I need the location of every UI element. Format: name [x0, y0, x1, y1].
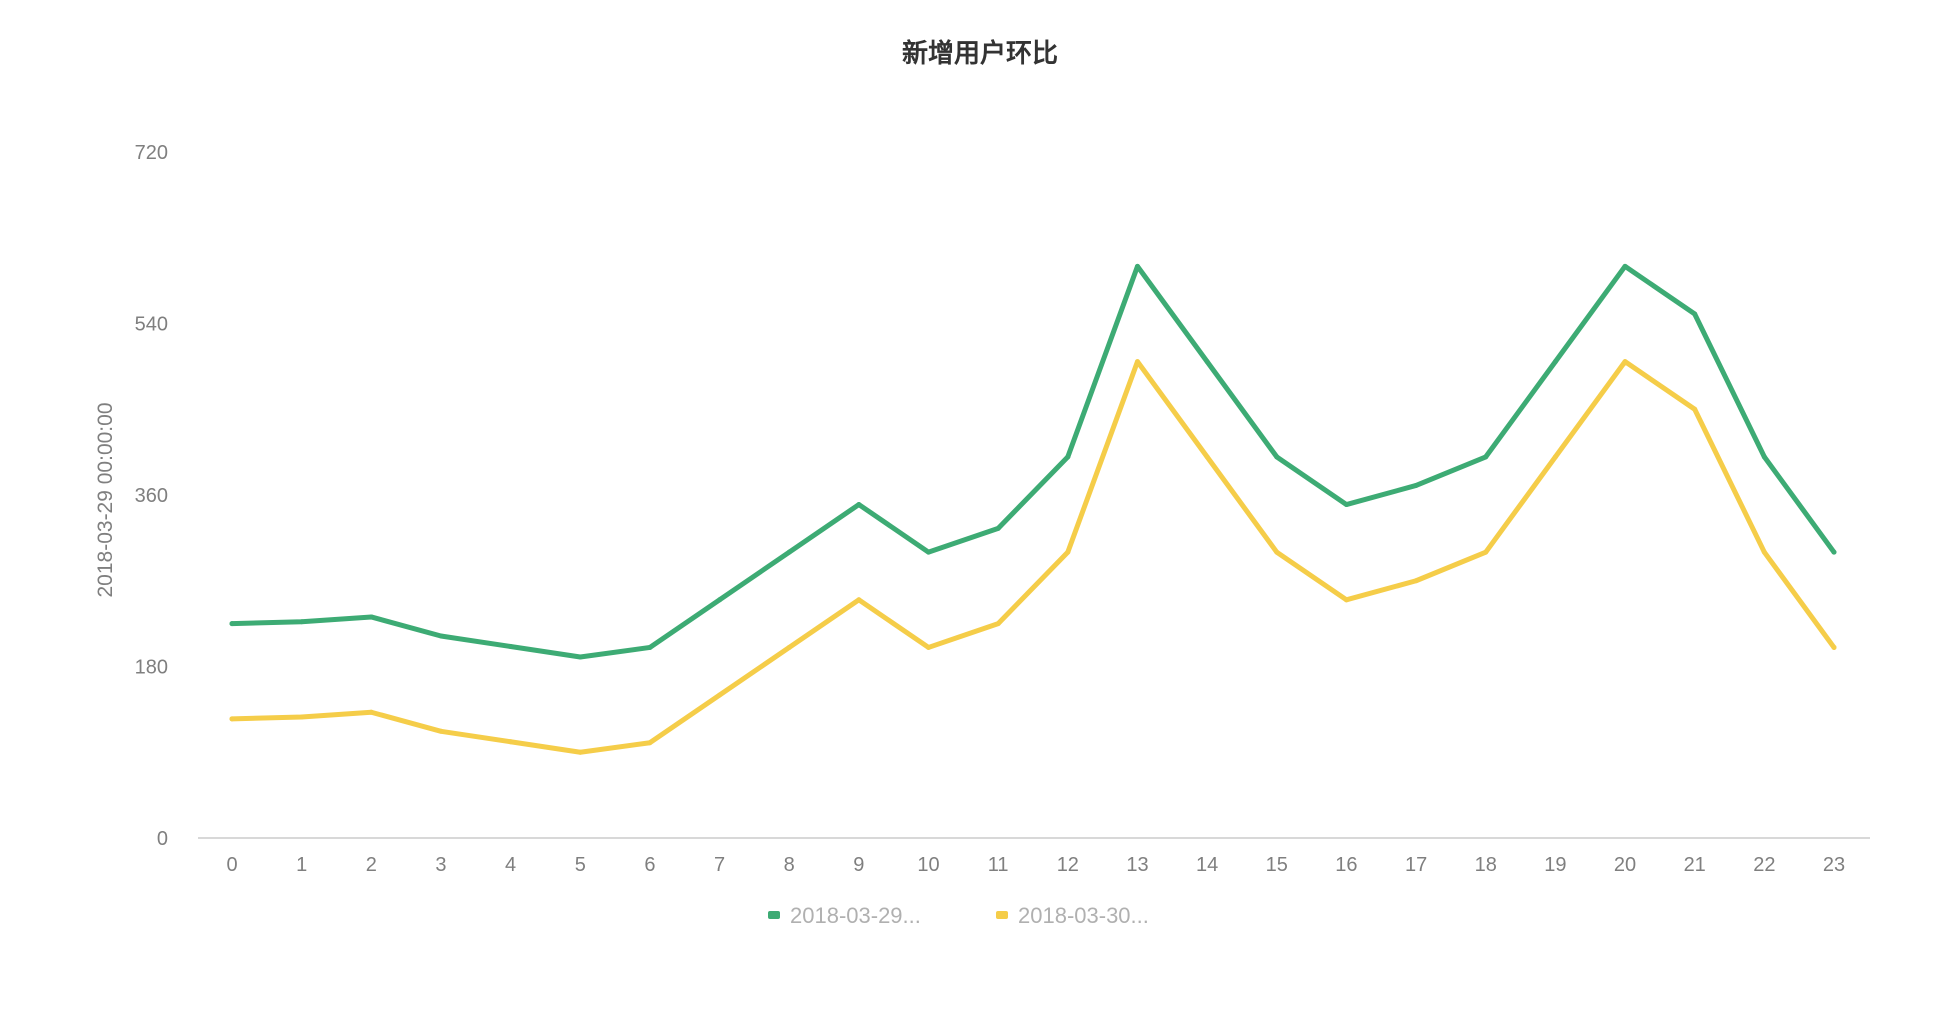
data-point — [1065, 454, 1071, 460]
y-tick-label: 540 — [135, 314, 168, 336]
data-point — [438, 728, 444, 734]
x-tick-label: 20 — [1614, 854, 1636, 876]
x-tick-label: 13 — [1126, 854, 1148, 876]
y-tick-label: 360 — [135, 485, 168, 507]
x-tick-label: 14 — [1196, 854, 1218, 876]
data-point — [508, 739, 514, 745]
data-point — [577, 654, 583, 660]
x-tick-label: 10 — [917, 854, 939, 876]
legend-swatch — [768, 911, 780, 919]
data-point — [229, 621, 235, 627]
data-point — [1692, 406, 1698, 412]
data-point — [647, 740, 653, 746]
x-tick-label: 16 — [1335, 854, 1357, 876]
data-point — [368, 709, 374, 715]
data-point — [647, 644, 653, 650]
x-tick-label: 21 — [1684, 854, 1706, 876]
data-point — [1274, 549, 1280, 555]
data-point — [438, 633, 444, 639]
x-tick-label: 22 — [1753, 854, 1775, 876]
data-point — [1413, 482, 1419, 488]
x-tick-label: 9 — [853, 854, 864, 876]
data-point — [1622, 263, 1628, 269]
legend-swatch — [996, 911, 1008, 919]
x-tick-label: 12 — [1057, 854, 1079, 876]
data-point — [1622, 359, 1628, 365]
data-point — [1483, 454, 1489, 460]
x-tick-label: 11 — [988, 854, 1009, 876]
y-tick-label: 180 — [135, 657, 168, 679]
data-point — [1831, 644, 1837, 650]
x-tick-label: 7 — [714, 854, 725, 876]
y-tick-label: 720 — [135, 142, 168, 164]
x-tick-label: 6 — [644, 854, 655, 876]
data-point — [508, 643, 514, 649]
data-point — [1274, 454, 1280, 460]
y-tick-label: 0 — [157, 828, 168, 850]
data-point — [926, 549, 932, 555]
x-tick-label: 3 — [435, 854, 446, 876]
data-point — [1761, 454, 1767, 460]
data-point — [299, 714, 305, 720]
data-point — [1065, 549, 1071, 555]
series-lines — [229, 263, 1837, 755]
legend-label: 2018-03-30... — [1018, 903, 1149, 928]
data-point — [1831, 549, 1837, 555]
data-point — [229, 716, 235, 722]
x-tick-label: 0 — [226, 854, 237, 876]
data-point — [1413, 578, 1419, 584]
data-point — [717, 597, 723, 603]
x-tick-label: 1 — [296, 854, 307, 876]
data-point — [1134, 263, 1140, 269]
data-point — [1761, 549, 1767, 555]
data-point — [856, 597, 862, 603]
x-tick-label: 2 — [366, 854, 377, 876]
data-point — [1343, 597, 1349, 603]
x-tick-label: 8 — [784, 854, 795, 876]
chart-title: 新增用户环比 — [902, 38, 1058, 69]
data-point — [577, 749, 583, 755]
x-tick-label: 19 — [1544, 854, 1566, 876]
x-tick-label: 4 — [505, 854, 516, 876]
x-tick-label: 18 — [1475, 854, 1497, 876]
legend-label: 2018-03-29... — [790, 903, 921, 928]
data-point — [1552, 359, 1558, 365]
series-line-1 — [229, 263, 1837, 660]
data-point — [1343, 502, 1349, 508]
legend: 2018-03-29... 2018-03-30... — [768, 903, 1149, 928]
data-point — [786, 644, 792, 650]
data-point — [717, 692, 723, 698]
data-point — [1692, 311, 1698, 317]
data-point — [1134, 359, 1140, 365]
data-point — [299, 619, 305, 625]
data-point — [1483, 549, 1489, 555]
data-point — [1204, 454, 1210, 460]
data-point — [995, 621, 1001, 627]
data-point — [926, 644, 932, 650]
data-point — [1552, 454, 1558, 460]
series-line-2 — [229, 359, 1837, 755]
x-tick-label: 17 — [1405, 854, 1427, 876]
data-point — [995, 525, 1001, 531]
data-point — [1204, 359, 1210, 365]
x-tick-label: 5 — [575, 854, 586, 876]
data-point — [856, 502, 862, 508]
x-tick-label: 15 — [1266, 854, 1288, 876]
x-tick-label: 23 — [1823, 854, 1845, 876]
data-point — [368, 614, 374, 620]
data-point — [786, 549, 792, 555]
y-axis-label: 2018-03-29 00:00:00 — [94, 403, 117, 598]
